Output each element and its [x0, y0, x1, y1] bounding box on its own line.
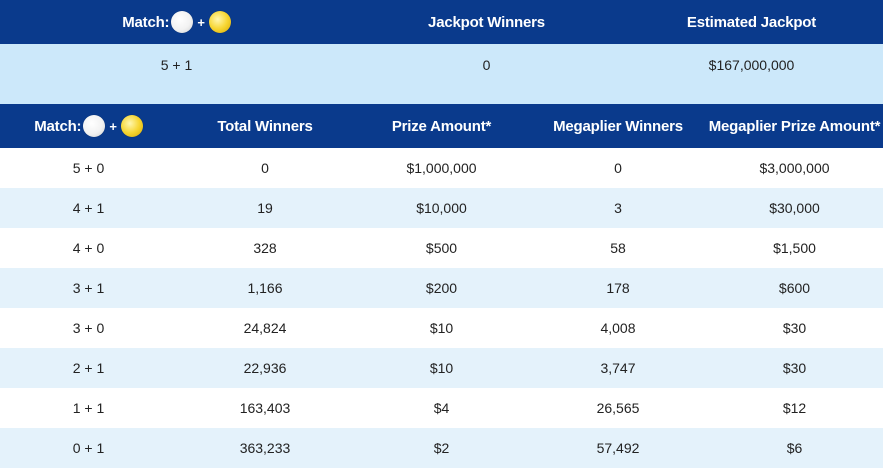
estimated-jackpot-header: Estimated Jackpot — [686, 13, 817, 31]
table-row: 2 + 1 22,936 $10 3,747 $30 — [0, 348, 883, 388]
prize-amount-header: Prize Amount* — [391, 117, 492, 135]
megaplier-winners-cell: 57,492 — [596, 440, 640, 456]
megaplier-prize-cell: $3,000,000 — [759, 160, 830, 176]
total-winners-cell: 328 — [253, 240, 277, 256]
megaplier-prize-cell: $30,000 — [769, 200, 820, 216]
prize-header-row: Match: + Total Winners Prize Amount* Meg… — [0, 104, 883, 148]
prize-amount-cell: $10 — [429, 320, 454, 336]
megaplier-winners-cell: 4,008 — [600, 320, 636, 336]
prize-rows: 5 + 0 0 $1,000,000 0 $3,000,000 4 + 1 19… — [0, 148, 883, 468]
white-ball-icon — [171, 11, 194, 33]
megaplier-winners-cell: 0 — [614, 160, 622, 176]
megaplier-prize-cell: $1,500 — [773, 240, 816, 256]
megaplier-winners-cell: 26,565 — [596, 400, 640, 416]
table-row: 4 + 0 328 $500 58 $1,500 — [0, 228, 883, 268]
table-row: 3 + 0 24,824 $10 4,008 $30 — [0, 308, 883, 348]
megaplier-winners-cell: 178 — [606, 280, 630, 296]
jackpot-winners-value: 0 — [482, 57, 491, 73]
megaplier-prize-cell: $6 — [786, 440, 803, 456]
megaplier-prize-cell: $30 — [782, 320, 807, 336]
match-cell: 5 + 0 — [72, 160, 105, 176]
prize-match-header: Match: + — [0, 115, 177, 137]
megaplier-winners-cell: 58 — [610, 240, 626, 256]
megaplier-winners-cell: 3,747 — [600, 360, 636, 376]
table-row: 5 + 0 0 $1,000,000 0 $3,000,000 — [0, 148, 883, 188]
jackpot-winners-header: Jackpot Winners — [428, 13, 545, 31]
prize-amount-cell: $10 — [429, 360, 454, 376]
prize-amount-cell: $10,000 — [416, 200, 467, 216]
prize-amount-cell: $200 — [425, 280, 458, 296]
match-label: Match: — [34, 117, 82, 135]
prize-amount-cell: $500 — [425, 240, 458, 256]
jackpot-match-header: Match: + — [0, 11, 353, 33]
total-winners-cell: 163,403 — [239, 400, 291, 416]
megaplier-prize-header: Megaplier Prize Amount* — [708, 117, 881, 135]
plus-sign: + — [109, 118, 117, 134]
prize-amount-cell: $4 — [433, 400, 450, 416]
match-cell: 1 + 1 — [72, 400, 105, 416]
total-winners-header: Total Winners — [217, 117, 313, 135]
megaplier-prize-cell: $30 — [782, 360, 807, 376]
megaplier-prize-cell: $12 — [782, 400, 807, 416]
table-row: 3 + 1 1,166 $200 178 $600 — [0, 268, 883, 308]
match-cell: 2 + 1 — [72, 360, 105, 376]
total-winners-cell: 24,824 — [243, 320, 287, 336]
table-row: 0 + 1 363,233 $2 57,492 $6 — [0, 428, 883, 468]
total-winners-cell: 19 — [257, 200, 273, 216]
prize-amount-cell: $1,000,000 — [406, 160, 477, 176]
total-winners-cell: 1,166 — [247, 280, 283, 296]
match-label: Match: — [122, 13, 170, 31]
megaplier-winners-cell: 3 — [614, 200, 622, 216]
jackpot-row: 5 + 1 0 $167,000,000 — [0, 44, 883, 104]
match-cell: 3 + 0 — [72, 320, 105, 336]
match-cell: 4 + 1 — [72, 200, 105, 216]
plus-sign: + — [197, 14, 205, 30]
total-winners-cell: 22,936 — [243, 360, 287, 376]
megaplier-winners-header: Megaplier Winners — [553, 117, 683, 135]
gold-ball-icon — [120, 115, 143, 137]
match-cell: 4 + 0 — [72, 240, 105, 256]
megaplier-prize-cell: $600 — [778, 280, 811, 296]
table-row: 1 + 1 163,403 $4 26,565 $12 — [0, 388, 883, 428]
estimated-jackpot-value: $167,000,000 — [708, 57, 795, 73]
total-winners-cell: 0 — [261, 160, 269, 176]
total-winners-cell: 363,233 — [239, 440, 291, 456]
gold-ball-icon — [208, 11, 231, 33]
white-ball-icon — [83, 115, 106, 137]
prize-amount-cell: $2 — [433, 440, 450, 456]
match-cell: 0 + 1 — [72, 440, 105, 456]
jackpot-match-value: 5 + 1 — [160, 57, 193, 73]
jackpot-header-row: Match: + Jackpot Winners Estimated Jackp… — [0, 0, 883, 44]
table-row: 4 + 1 19 $10,000 3 $30,000 — [0, 188, 883, 228]
match-cell: 3 + 1 — [72, 280, 105, 296]
